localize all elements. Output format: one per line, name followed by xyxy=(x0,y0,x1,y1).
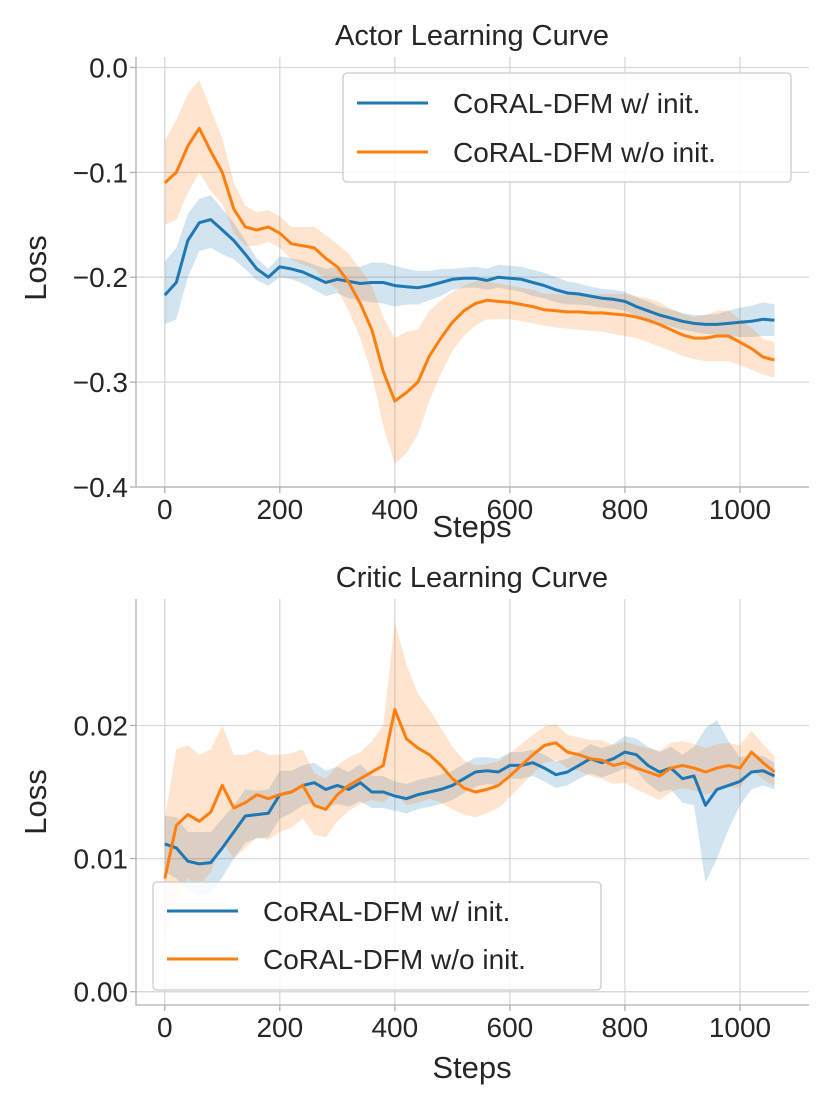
critic-x-tick-label-3: 600 xyxy=(487,1012,534,1043)
critic-x-axis-label: Steps xyxy=(432,1050,511,1085)
actor-x-axis-label: Steps xyxy=(432,509,511,544)
actor-x-tick-label-2: 400 xyxy=(371,494,418,525)
critic-x-tick-label-4: 800 xyxy=(602,1012,649,1043)
actor-x-tick-label-0: 0 xyxy=(157,494,173,525)
actor-y-tick-label-3: −0.3 xyxy=(73,367,128,398)
critic-axes-spine xyxy=(135,599,809,1006)
actor-chart: Actor Learning Curve 0 200 400 600 800 1000 0.… xyxy=(18,20,809,544)
actor-legend-label-0: CoRAL-DFM w/ init. xyxy=(453,88,700,119)
critic-x-tick-label-1: 200 xyxy=(256,1012,303,1043)
actor-x-tick-label-3: 600 xyxy=(487,494,534,525)
actor-series-line-1 xyxy=(163,126,775,403)
actor-legend-label-1: CoRAL-DFM w/o init. xyxy=(453,137,716,168)
critic-legend-label-1: CoRAL-DFM w/o init. xyxy=(263,944,526,975)
critic-y-axis-label: Loss xyxy=(18,769,53,834)
actor-y-tick-label-0: 0.0 xyxy=(89,53,128,84)
actor-legend-box xyxy=(342,72,792,183)
actor-chart-title: Actor Learning Curve xyxy=(335,20,609,52)
critic-legend-label-0: CoRAL-DFM w/ init. xyxy=(263,896,510,927)
critic-x-tick-label-2: 400 xyxy=(371,1012,418,1043)
actor-y-tick-label-4: −0.4 xyxy=(73,472,128,503)
actor-y-tick-label-2: −0.2 xyxy=(73,262,128,293)
actor-x-tick-label-4: 800 xyxy=(602,494,649,525)
critic-legend-box xyxy=(152,881,602,991)
critic-legend: CoRAL-DFM w/ init. CoRAL-DFM w/o init. xyxy=(152,881,602,991)
critic-y-tick-label-1: 0.01 xyxy=(74,844,129,875)
actor-legend: CoRAL-DFM w/ init. CoRAL-DFM w/o init. xyxy=(342,72,792,183)
actor-y-axis-label: Loss xyxy=(18,235,53,300)
critic-series-line-0 xyxy=(164,750,776,866)
critic-series-line-1 xyxy=(163,708,776,879)
actor-series-line-0 xyxy=(163,218,775,326)
critic-x-tick-label-5: 1000 xyxy=(709,1012,771,1043)
critic-y-tick-label-2: 0.02 xyxy=(74,711,129,742)
actor-x-tick-label-5: 1000 xyxy=(709,494,771,525)
critic-x-tick-label-0: 0 xyxy=(157,1012,173,1043)
actor-x-tick-label-1: 200 xyxy=(256,494,303,525)
critic-chart: Critic Learning Curve 0 200 400 600 800 1000 0… xyxy=(18,562,809,1085)
actor-y-tick-label-1: −0.1 xyxy=(73,157,128,188)
critic-band-1 xyxy=(164,621,775,939)
critic-chart-title: Critic Learning Curve xyxy=(336,562,608,594)
critic-y-tick-label-0: 0.00 xyxy=(74,977,129,1008)
